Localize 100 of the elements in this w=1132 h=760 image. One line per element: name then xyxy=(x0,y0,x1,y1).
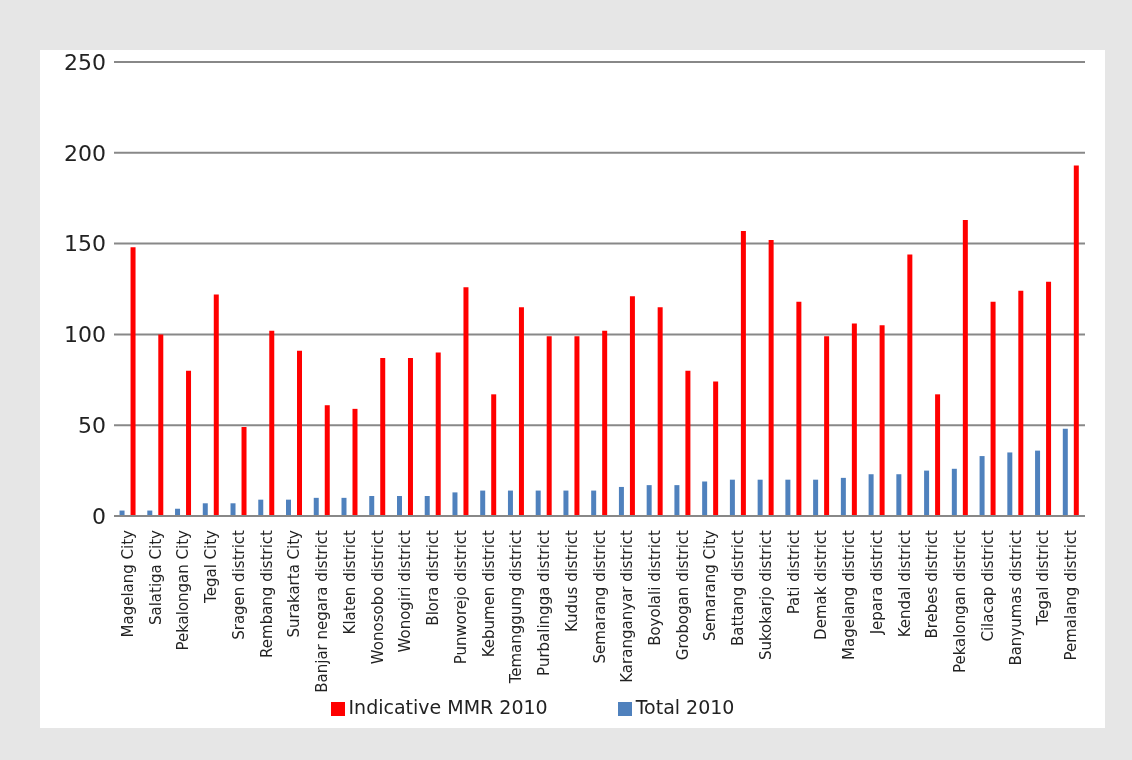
x-tick-label: Surakarta City xyxy=(285,529,304,638)
bar xyxy=(297,350,303,516)
bar xyxy=(646,485,652,516)
bar xyxy=(1035,450,1041,516)
bar xyxy=(158,334,164,516)
bar xyxy=(702,481,708,516)
x-tick-label: Pemalang district xyxy=(1062,529,1081,661)
bar xyxy=(868,474,874,516)
bar xyxy=(907,254,913,516)
x-tick-label: Blora district xyxy=(424,529,443,626)
bar xyxy=(396,496,402,516)
y-tick-label: 200 xyxy=(64,140,106,166)
x-tick-label: Tegal City xyxy=(202,529,221,604)
bar xyxy=(729,479,735,516)
x-tick-label: Wonogiri district xyxy=(396,529,415,653)
y-tick-label: 50 xyxy=(78,413,106,439)
x-tick-label: Karanganyar district xyxy=(618,529,637,683)
bar xyxy=(740,230,746,516)
bar xyxy=(1073,165,1079,516)
bar xyxy=(186,370,192,516)
x-tick-label: Jepara district xyxy=(867,529,886,636)
bar xyxy=(480,490,486,516)
y-tick-label: 150 xyxy=(64,231,106,257)
y-tick-label: 100 xyxy=(64,322,106,348)
x-tick-label: Temanggung district xyxy=(507,529,526,685)
bar xyxy=(369,496,375,516)
bar xyxy=(768,239,774,516)
bar xyxy=(435,352,441,516)
bar xyxy=(757,479,763,516)
x-tick-label: Demak district xyxy=(812,529,831,640)
bar xyxy=(518,307,524,516)
x-tick-label: Rembang district xyxy=(257,529,276,658)
bar xyxy=(130,247,136,516)
bar xyxy=(324,405,330,516)
x-tick-label: Boyolali district xyxy=(645,529,664,646)
bar xyxy=(424,496,430,516)
x-tick-label: Magelang district xyxy=(840,529,859,660)
bar xyxy=(618,486,624,516)
x-tick-label: Kudus district xyxy=(562,529,581,633)
bar xyxy=(924,470,930,516)
bar xyxy=(1062,428,1068,516)
bar xyxy=(535,490,541,516)
x-tick-label: Pati district xyxy=(784,529,803,615)
bar xyxy=(713,381,719,516)
x-tick-label: Tegal district xyxy=(1034,529,1053,627)
y-tick-label: 250 xyxy=(64,49,106,75)
bar xyxy=(796,301,802,516)
bar xyxy=(258,499,264,516)
bar xyxy=(591,490,597,516)
x-tick-label: Sragen district xyxy=(229,529,248,640)
bar xyxy=(935,394,941,516)
bar xyxy=(990,301,996,516)
bar xyxy=(313,497,319,516)
bar xyxy=(546,336,552,516)
bar xyxy=(979,456,985,516)
x-tick-label: Wonosobo district xyxy=(368,529,387,665)
x-tick-label: Cilacap district xyxy=(978,529,997,642)
bar xyxy=(491,394,497,516)
bar xyxy=(674,485,680,516)
bar xyxy=(785,479,791,516)
x-tick-label: Banyumas district xyxy=(1006,529,1025,666)
bar xyxy=(286,499,292,516)
bar xyxy=(380,358,386,516)
x-tick-label: Kebumen district xyxy=(479,529,498,658)
bar xyxy=(1007,452,1013,516)
x-tick-label: Pekalongan district xyxy=(951,529,970,674)
bar xyxy=(685,370,691,516)
bar xyxy=(851,323,857,516)
bar xyxy=(813,479,819,516)
x-tick-label: Brebes district xyxy=(923,529,942,639)
bar xyxy=(463,287,469,516)
bar xyxy=(352,408,358,516)
bar xyxy=(896,474,902,516)
x-tick-label: Semarang City xyxy=(701,529,720,642)
bar xyxy=(879,325,885,516)
bar xyxy=(1046,281,1052,516)
bar xyxy=(341,497,347,516)
legend-label: Total 2010 xyxy=(635,696,735,718)
bar xyxy=(241,427,247,516)
bar xyxy=(563,490,569,516)
legend-label: Indicative MMR 2010 xyxy=(348,696,548,718)
x-tick-label: Punworejo district xyxy=(451,529,470,665)
x-tick-label: Pekalongan City xyxy=(174,529,193,651)
bar xyxy=(407,358,413,516)
bar xyxy=(951,468,957,516)
bar xyxy=(962,219,968,516)
bar xyxy=(269,330,275,516)
x-tick-label: Magelang City xyxy=(118,529,137,638)
x-tick-label: Grobogan district xyxy=(673,529,692,661)
bar xyxy=(840,477,846,516)
bar xyxy=(629,296,635,516)
x-tick-label: Banjar negara district xyxy=(313,529,332,693)
bar xyxy=(230,503,236,516)
x-tick-label: Kendal district xyxy=(895,529,914,638)
bar xyxy=(657,307,663,516)
bar xyxy=(824,336,830,516)
x-tick-label: Purbalingga district xyxy=(535,529,554,676)
x-tick-label: Battang district xyxy=(729,529,748,647)
y-tick-label: 0 xyxy=(92,503,106,529)
bar xyxy=(202,503,208,516)
